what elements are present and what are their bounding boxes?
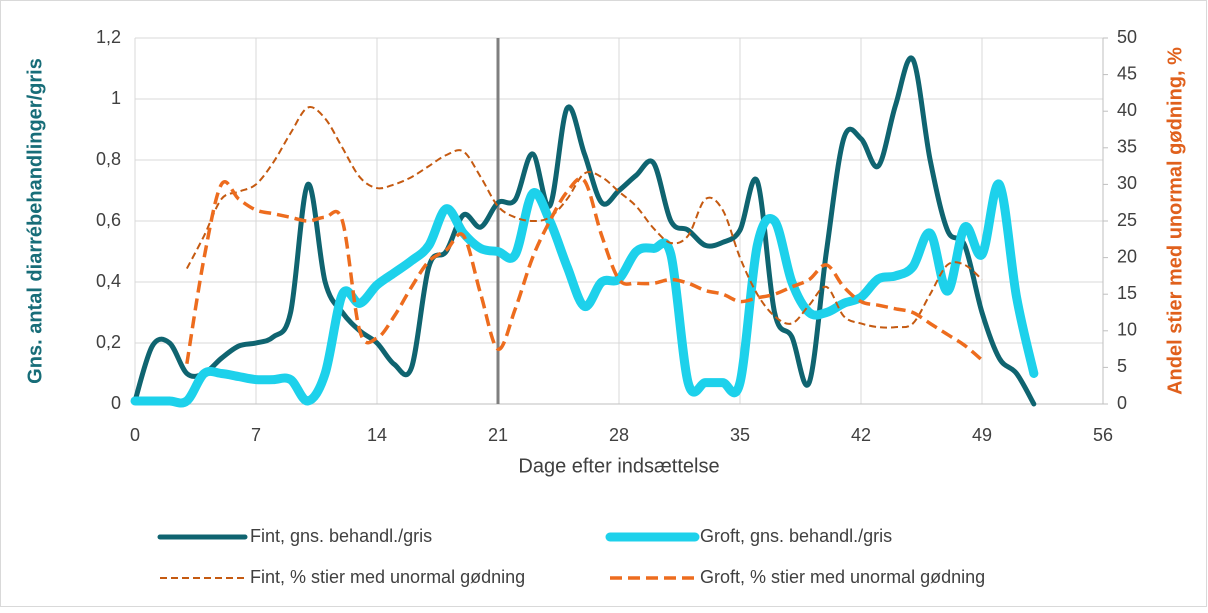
y2-tick-label: 15 <box>1117 283 1137 303</box>
y2-axis-title: Andel stier med unormal gødning, % <box>1164 47 1186 395</box>
y-tick-label: 1 <box>111 88 121 108</box>
y2-tick-label: 50 <box>1117 27 1137 47</box>
y2-tick-label: 5 <box>1117 356 1127 376</box>
y2-tick-label: 0 <box>1117 393 1127 413</box>
series-line <box>132 55 1037 407</box>
y-tick-label: 0,4 <box>96 271 121 291</box>
x-tick-label: 0 <box>130 425 140 445</box>
y-tick-label: 0,6 <box>96 210 121 230</box>
y2-tick-label: 20 <box>1117 246 1137 266</box>
x-tick-label: 28 <box>609 425 629 445</box>
x-tick-label: 21 <box>488 425 508 445</box>
x-tick-label: 35 <box>730 425 750 445</box>
y2-tick-label: 10 <box>1117 320 1137 340</box>
legend-label: Groft, gns. behandl./gris <box>700 526 892 546</box>
series-line <box>130 179 1039 408</box>
x-tick-label: 56 <box>1093 425 1113 445</box>
x-tick-label: 14 <box>367 425 387 445</box>
legend-label: Groft, % stier med unormal gødning <box>700 567 985 587</box>
y-tick-label: 0,2 <box>96 332 121 352</box>
y-tick-label: 0,8 <box>96 149 121 169</box>
y-tick-label: 0 <box>111 393 121 413</box>
x-tick-label: 49 <box>972 425 992 445</box>
y2-tick-label: 35 <box>1117 137 1137 157</box>
y2-tick-label: 40 <box>1117 100 1137 120</box>
x-axis-title: Dage efter indsættelse <box>518 455 719 477</box>
legend-label: Fint, gns. behandl./gris <box>250 526 432 546</box>
series-line <box>185 176 984 365</box>
x-tick-label: 42 <box>851 425 871 445</box>
y-tick-label: 1,2 <box>96 27 121 47</box>
y2-tick-label: 25 <box>1117 210 1137 230</box>
x-tick-label: 7 <box>251 425 261 445</box>
y2-tick-label: 30 <box>1117 173 1137 193</box>
y2-tick-label: 45 <box>1117 63 1137 83</box>
legend-label: Fint, % stier med unormal gødning <box>250 567 525 587</box>
series-line <box>185 106 983 329</box>
y-axis-title: Gns. antal diarrébehandlinger/gris <box>24 58 46 384</box>
